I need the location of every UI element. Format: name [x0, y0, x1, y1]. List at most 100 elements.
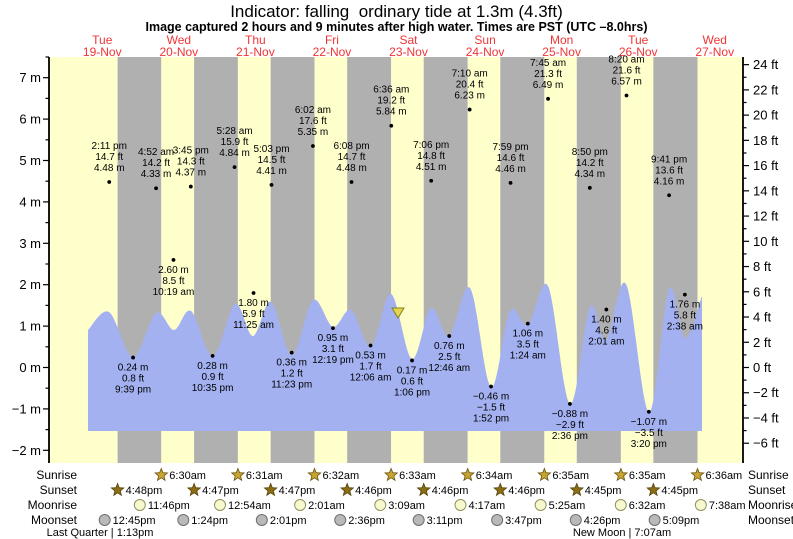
tide-event-dot [107, 180, 112, 184]
sunset-time: 4:46pm [355, 485, 392, 497]
tide-event-time: 3:45 pm [173, 146, 209, 157]
tide-event-dot [525, 321, 530, 326]
sunset-time: 4:46pm [432, 485, 469, 497]
tide-event-dot [604, 307, 609, 312]
tide-event-feet: 19.2 ft [377, 96, 405, 107]
tide-event-feet: 4.6 ft [595, 326, 617, 337]
tide-event-time: 1:52 pm [473, 414, 509, 425]
tide-event-feet: 5.9 ft [242, 309, 264, 320]
moonset-time: 4:26pm [584, 515, 621, 527]
tide-event-feet: 14.6 ft [497, 153, 525, 164]
tide-event-feet: 14.7 ft [338, 152, 366, 163]
page-subtitle: Image captured 2 hours and 9 minutes aft… [145, 20, 648, 34]
moon-phase-label: Last Quarter | 1:13pm [47, 527, 154, 539]
row-label-moonrise-right: Moonrise [748, 498, 793, 512]
tide-event-time: 9:39 pm [115, 385, 151, 396]
axis-label-ft: 2 ft [753, 335, 771, 350]
moon-phase-label: New Moon | 7:07am [573, 527, 671, 539]
tide-event-metres: 4.51 m [416, 162, 447, 173]
tide-event-dot [429, 178, 434, 183]
day-label-date: 21-Nov [236, 45, 275, 59]
moonrise-time: 6:32am [629, 500, 666, 512]
axis-label-ft: −2 ft [753, 385, 779, 400]
tide-event-feet: 17.6 ft [299, 116, 327, 127]
tide-event-dot [269, 183, 274, 187]
tide-event-metres: 2.60 m [158, 265, 189, 276]
moonrise-time: 3:09am [388, 500, 425, 512]
tide-event-metres: 6.23 m [454, 91, 485, 102]
day-label-weekday: Sat [400, 33, 419, 47]
axis-label-m: 7 m [19, 70, 41, 85]
tide-event-dot [331, 326, 335, 331]
tide-event-feet: 14.7 ft [95, 152, 123, 163]
tide-event-dot [210, 354, 215, 358]
tide-event-dot [682, 292, 687, 297]
tide-event-time: 10:19 am [153, 287, 195, 298]
row-label-moonset-right: Moonset [748, 513, 793, 527]
moonrise-icon [374, 499, 387, 511]
tide-event-time: 12:06 am [350, 373, 392, 384]
tide-event-metres: 0.17 m [397, 365, 428, 376]
axis-label-m: 6 m [19, 112, 41, 127]
sunrise-star-icon [154, 467, 169, 482]
axis-label-m: 5 m [19, 153, 41, 168]
tide-event-time: 8:20 am [608, 55, 644, 66]
sunrise-time: 6:35am [629, 470, 666, 482]
sunrise-star-icon [690, 467, 705, 482]
tide-curve [88, 282, 702, 431]
day-label-date: 25-Nov [542, 45, 581, 59]
tide-event-feet: 20.4 ft [456, 80, 484, 91]
moonrise-icon [133, 499, 146, 511]
tide-event-feet: 21.3 ft [534, 69, 562, 80]
tide-event-metres: −0.88 m [552, 409, 588, 420]
day-label-weekday: Thu [245, 33, 266, 47]
tide-event-feet: 14.5 ft [258, 155, 286, 166]
tide-event-time: 2:01 am [588, 337, 624, 348]
moonset-icon [177, 514, 190, 526]
tide-event-dot [311, 144, 315, 148]
row-label-sunset-right: Sunset [748, 483, 786, 497]
axis-label-ft: 18 ft [753, 133, 779, 148]
axis-label-m: 4 m [19, 194, 41, 209]
axis-label-ft: 0 ft [753, 360, 771, 375]
tide-event-feet: −2.9 ft [556, 420, 584, 431]
tide-event-feet: 14.2 ft [142, 158, 170, 169]
tide-event-feet: 14.2 ft [576, 158, 604, 169]
tide-event-dot [410, 358, 414, 363]
tide-event-dot [389, 123, 394, 128]
axis-label-ft: 24 ft [753, 57, 779, 72]
tide-event-metres: 1.76 m [670, 300, 701, 311]
sunrise-star-icon [383, 467, 399, 482]
tide-event-feet: 0.6 ft [401, 376, 423, 387]
tide-event-metres: 0.28 m [197, 361, 228, 372]
axis-label-m: −1 m [12, 401, 41, 416]
tide-event-time: 2:11 pm [92, 141, 127, 152]
tide-event-time: 6:02 am [295, 105, 331, 116]
moonrise-icon [534, 499, 547, 511]
current-tide-marker [391, 307, 405, 319]
tide-event-dot [568, 402, 572, 406]
tide-curve-layer [88, 282, 702, 431]
axis-label-ft: 16 ft [753, 158, 779, 173]
sunrise-time: 6:35am [552, 470, 589, 482]
tide-event-time: 12:19 pm [312, 355, 354, 366]
tide-event-dot [232, 165, 237, 170]
moonset-icon [491, 514, 504, 526]
tide-event-dot [467, 107, 472, 112]
axis-label-ft: 22 ft [753, 82, 779, 97]
tide-event-time: 9:41 pm [651, 154, 687, 165]
tide-event-metres: 0.36 m [276, 358, 307, 369]
sunset-time: 4:47pm [279, 485, 316, 497]
tide-event-dot [646, 409, 651, 414]
tide-event-time: 5:28 am [216, 126, 252, 137]
tide-event-dot [489, 384, 493, 389]
moonset-icon [569, 514, 582, 526]
tide-event-dot [131, 355, 135, 360]
axis-label-ft: 10 ft [753, 234, 779, 249]
axes-layer: 7 m 6 m 5 m 4 m 3 m 2 m 1 m 0 m −1 m −2 m 24 ft 22 … [12, 56, 779, 463]
tide-event-dot [624, 93, 629, 98]
tide-event-metres: 4.33 m [141, 169, 172, 180]
axis-label-ft: 8 ft [753, 259, 771, 274]
tide-event-feet: 15.9 ft [221, 137, 249, 148]
